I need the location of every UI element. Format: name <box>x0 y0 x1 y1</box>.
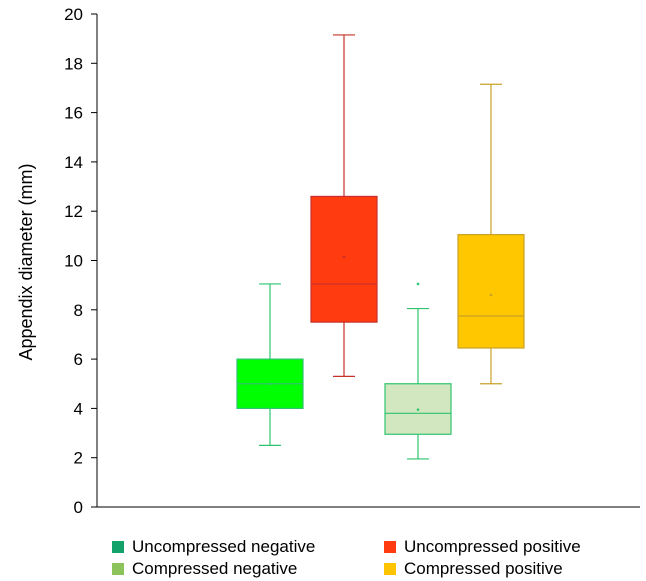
legend-label: Compressed negative <box>132 558 298 578</box>
legend-label: Compressed positive <box>404 558 563 578</box>
y-tick-label: 2 <box>74 449 83 468</box>
legend: Uncompressed negative Uncompressed posit… <box>112 536 642 579</box>
y-axis-label: Appendix diameter (mm) <box>16 163 36 360</box>
box-2 <box>310 34 378 377</box>
legend-item-compressed-negative: Compressed negative <box>112 558 384 579</box>
mean-marker <box>416 408 420 411</box>
legend-swatch <box>384 540 396 553</box>
legend-swatch <box>112 562 124 575</box>
legend-swatch <box>384 562 396 575</box>
boxes <box>236 34 525 460</box>
y-tick-label: 6 <box>74 350 83 369</box>
mean-marker <box>489 293 493 297</box>
mean-marker <box>268 382 272 386</box>
legend-swatch <box>112 540 124 553</box>
legend-item-compressed-positive: Compressed positive <box>384 558 634 579</box>
box-4 <box>457 83 525 385</box>
box-body <box>457 234 525 349</box>
box-3 <box>384 282 452 460</box>
y-tick-label: 0 <box>74 498 83 517</box>
legend-label: Uncompressed negative <box>132 536 316 556</box>
y-tick-label: 14 <box>64 153 83 172</box>
y-tick-label: 16 <box>64 104 83 123</box>
outlier-point <box>416 282 420 286</box>
box-1 <box>236 283 304 446</box>
y-tick-label: 10 <box>64 252 83 271</box>
mean-marker <box>342 255 346 259</box>
legend-label: Uncompressed positive <box>404 536 581 556</box>
box-body <box>310 195 378 323</box>
y-tick-label: 20 <box>64 5 83 24</box>
box-plot-chart: 0 2 4 6 8 10 12 14 16 18 20 Appendix diameter (mm) <box>16 5 640 517</box>
y-tick-label: 4 <box>74 399 83 418</box>
y-axis-ticks: 0 2 4 6 8 10 12 14 16 18 20 <box>64 5 97 517</box>
y-tick-label: 18 <box>64 54 83 73</box>
legend-item-uncompressed-positive: Uncompressed positive <box>384 536 634 557</box>
y-tick-label: 12 <box>64 202 83 221</box>
y-tick-label: 8 <box>74 301 83 320</box>
legend-item-uncompressed-negative: Uncompressed negative <box>112 536 384 557</box>
